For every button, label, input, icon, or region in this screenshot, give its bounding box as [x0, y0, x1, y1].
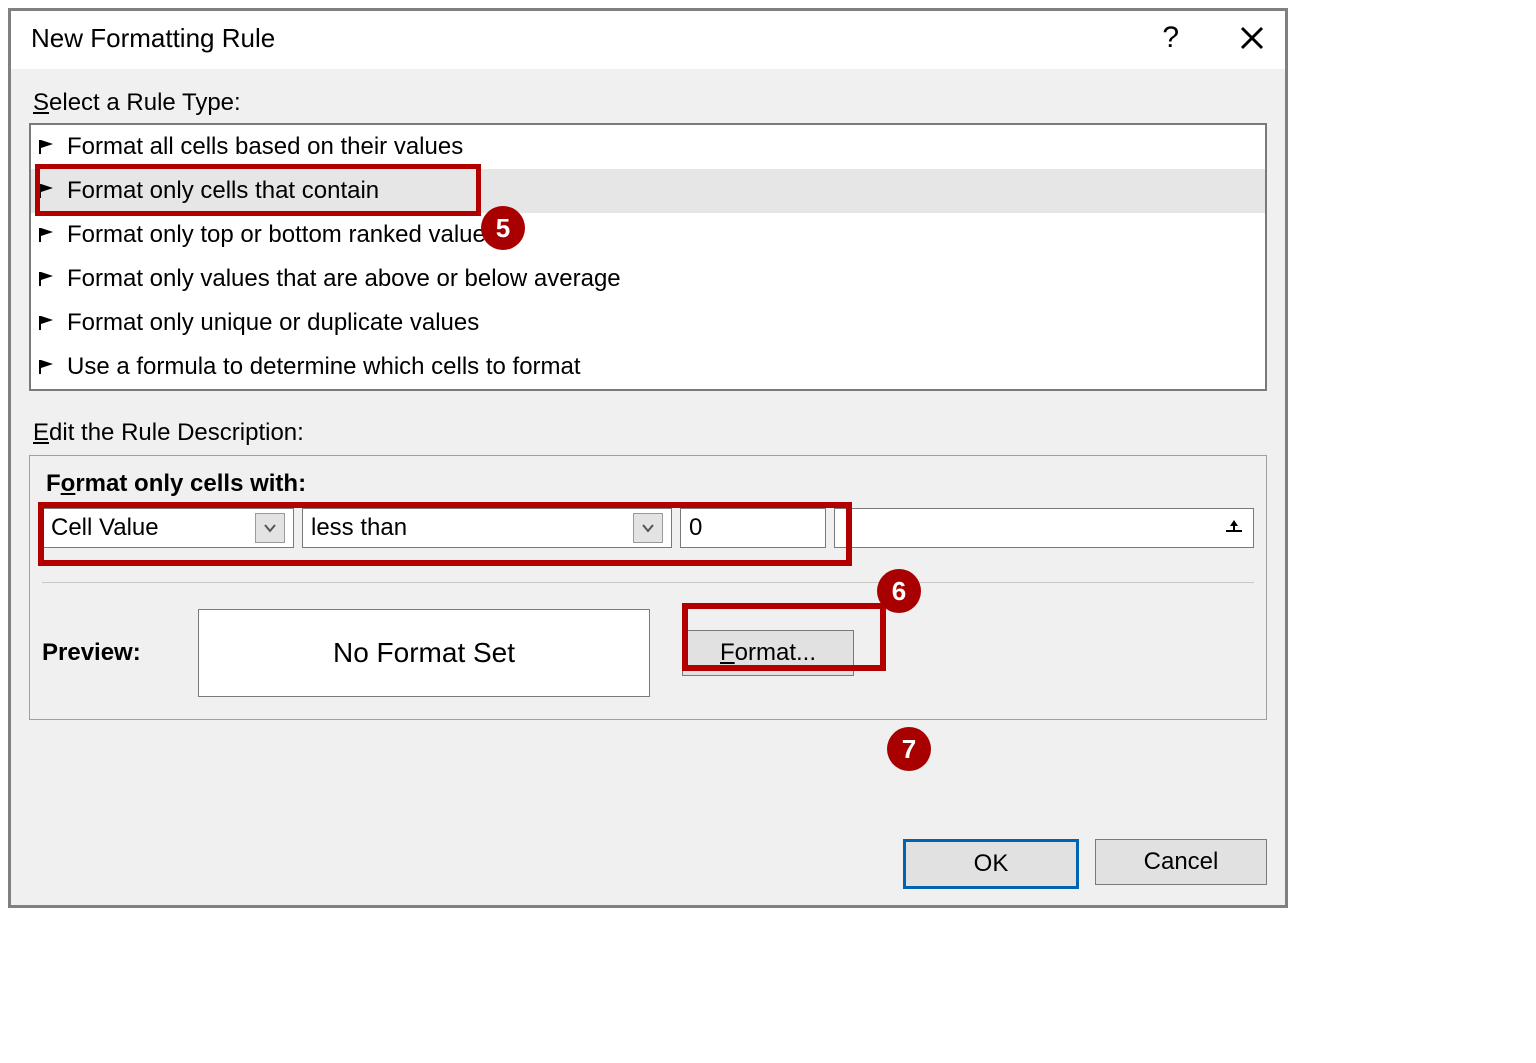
ok-button[interactable]: OK [903, 839, 1079, 889]
help-icon[interactable]: ? [1162, 21, 1179, 55]
criteria-type-value: Cell Value [51, 514, 247, 542]
flag-icon [39, 182, 57, 200]
flag-icon [39, 138, 57, 156]
close-icon[interactable] [1239, 25, 1265, 51]
rule-type-item[interactable]: Format only values that are above or bel… [31, 257, 1265, 301]
rule-type-label: Select a Rule Type: [33, 89, 1267, 117]
criteria-ref-input[interactable] [834, 508, 1254, 548]
criteria-value: 0 [689, 514, 702, 542]
format-button[interactable]: Format... [682, 630, 854, 676]
cancel-label: Cancel [1144, 848, 1219, 876]
flag-icon [39, 314, 57, 332]
preview-text: No Format Set [333, 637, 515, 669]
preview-label: Preview: [42, 639, 166, 667]
rule-type-item-label: Format only values that are above or bel… [67, 261, 621, 297]
format-only-label: Format only cells with: [46, 470, 1254, 498]
dialog-body: Select a Rule Type: Format all cells bas… [11, 69, 1285, 720]
range-selector-icon[interactable] [1221, 515, 1247, 541]
dialog-title: New Formatting Rule [31, 23, 275, 54]
ok-label: OK [974, 850, 1009, 878]
annotation-7: 7 [887, 727, 931, 771]
rule-type-item[interactable]: Format only top or bottom ranked values [31, 213, 1265, 257]
criteria-type-combo[interactable]: Cell Value [42, 508, 294, 548]
chevron-down-icon[interactable] [633, 513, 663, 543]
description-panel: Format only cells with: Cell Value less … [29, 455, 1267, 720]
dialog-window: New Formatting Rule ? Select a Rule Type… [8, 8, 1288, 908]
rule-type-item[interactable]: Use a formula to determine which cells t… [31, 345, 1265, 389]
flag-icon [39, 226, 57, 244]
flag-icon [39, 358, 57, 376]
rule-type-item[interactable]: Format all cells based on their values [31, 125, 1265, 169]
criteria-operator-value: less than [311, 514, 625, 542]
dialog-footer: OK Cancel [903, 839, 1267, 889]
rule-type-item-label: Format only cells that contain [67, 173, 379, 209]
rule-type-item-label: Format only top or bottom ranked values [67, 217, 498, 253]
cancel-button[interactable]: Cancel [1095, 839, 1267, 885]
flag-icon [39, 270, 57, 288]
criteria-operator-combo[interactable]: less than [302, 508, 672, 548]
edit-section: Edit the Rule Description: Format only c… [29, 419, 1267, 720]
rule-type-item[interactable]: Format only cells that contain [31, 169, 1265, 213]
preview-row: Preview: No Format Set Format... [42, 609, 1254, 697]
preview-box: No Format Set [198, 609, 650, 697]
chevron-down-icon[interactable] [255, 513, 285, 543]
criteria-value-input[interactable]: 0 [680, 508, 826, 548]
rule-type-item-label: Format only unique or duplicate values [67, 305, 479, 341]
divider [42, 582, 1254, 583]
rule-type-item-label: Use a formula to determine which cells t… [67, 349, 581, 385]
titlebar-buttons: ? [1162, 21, 1265, 55]
rule-type-item-label: Format all cells based on their values [67, 129, 463, 165]
description-label: Edit the Rule Description: [33, 419, 1267, 447]
rule-type-item[interactable]: Format only unique or duplicate values [31, 301, 1265, 345]
rule-type-listbox[interactable]: Format all cells based on their values F… [29, 123, 1267, 391]
title-bar: New Formatting Rule ? [11, 11, 1285, 69]
criteria-row: Cell Value less than 0 [42, 508, 1254, 548]
